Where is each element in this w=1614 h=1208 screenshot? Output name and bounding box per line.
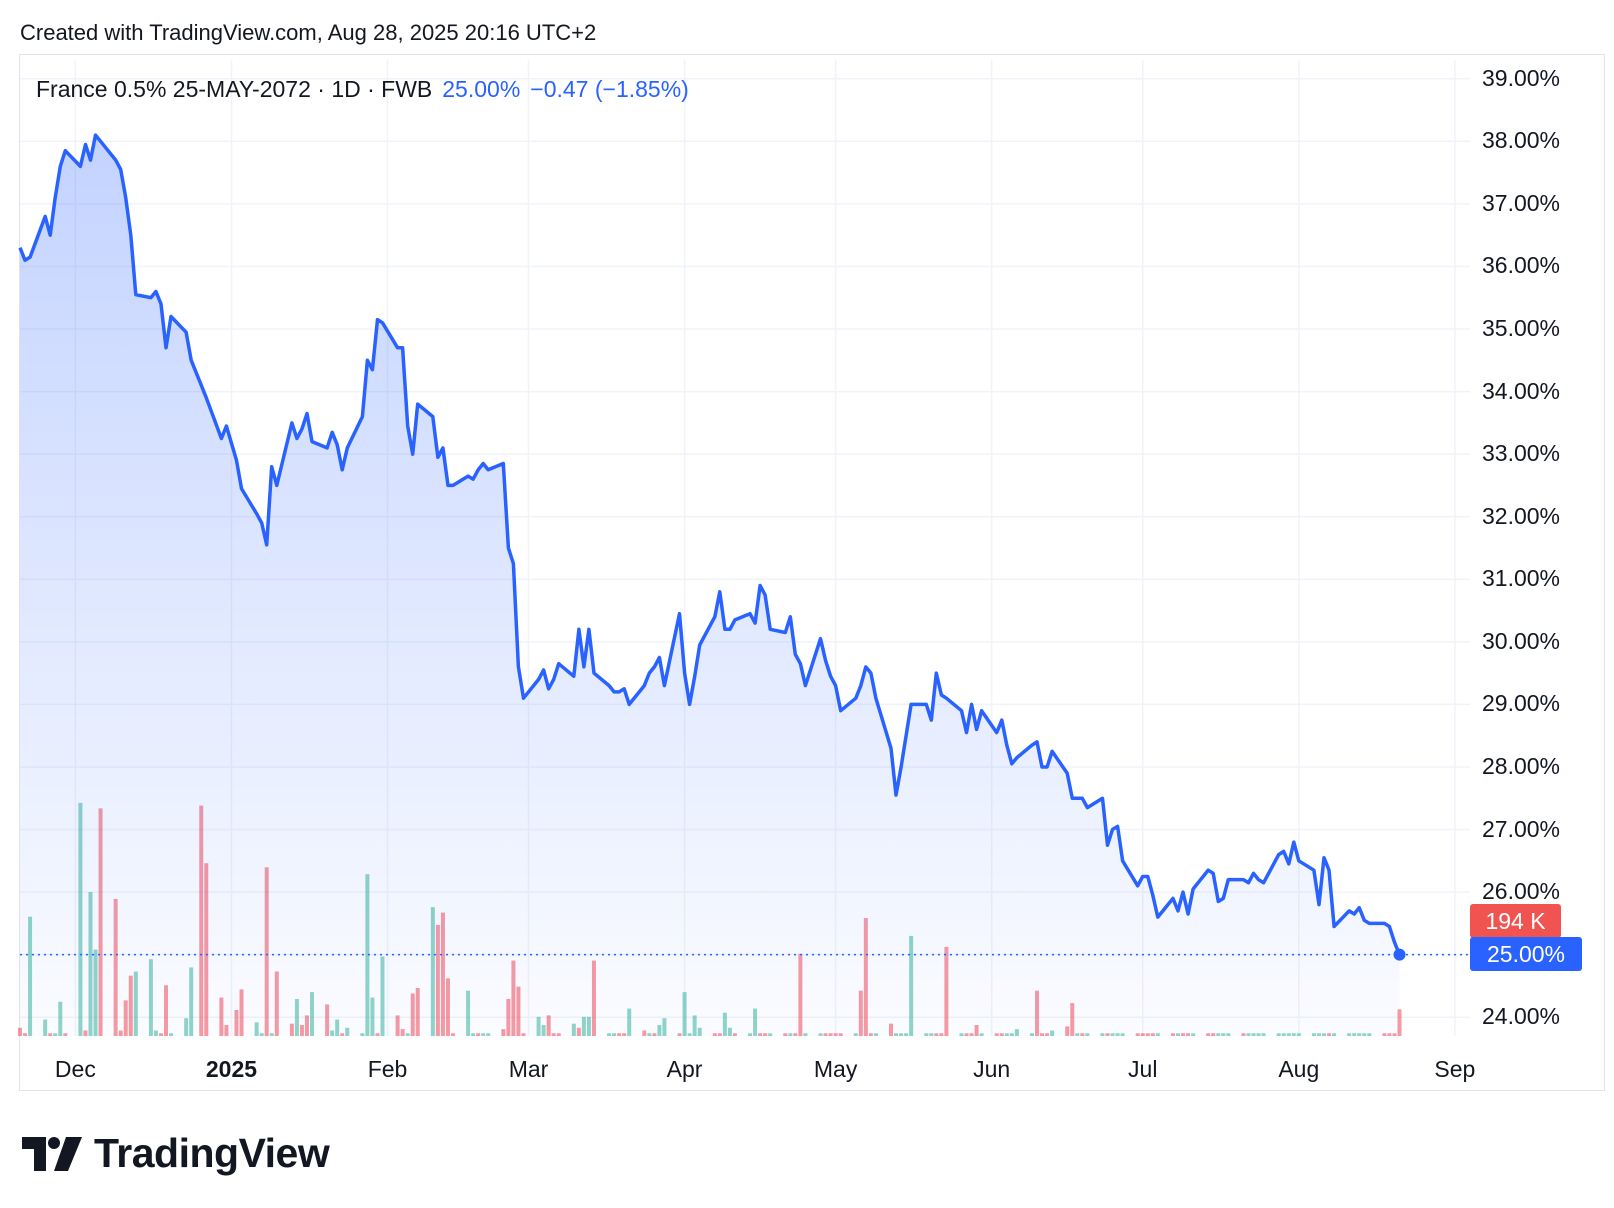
- y-tick-label: 31.00%: [1482, 565, 1561, 592]
- y-tick-label: 34.00%: [1482, 377, 1561, 404]
- price-area-fill: [20, 135, 1400, 1037]
- x-tick-label: Jun: [973, 1056, 1011, 1082]
- y-tick-label: 27.00%: [1482, 815, 1561, 842]
- legend-last-value: 25.00%: [442, 76, 521, 102]
- y-tick-label: 33.00%: [1482, 440, 1561, 467]
- last-price-dot: [1393, 948, 1406, 961]
- chart-legend[interactable]: France 0.5% 25-MAY-2072 · 1D · FWB 25.00%…: [36, 76, 689, 103]
- x-tick-label: Dec: [54, 1056, 96, 1082]
- x-tick-label: Aug: [1278, 1056, 1320, 1082]
- x-tick-label: Feb: [367, 1056, 408, 1082]
- volume-value-tag: 194 K: [1470, 904, 1561, 938]
- legend-symbol: France 0.5% 25-MAY-2072 · 1D · FWB: [36, 76, 433, 102]
- tradingview-logo[interactable]: TradingView: [22, 1130, 330, 1177]
- tradingview-logo-icon: [22, 1136, 82, 1171]
- y-tick-label: 35.00%: [1482, 315, 1561, 342]
- last-price-marker: [20, 948, 1470, 961]
- last-price-tag: 25.00%: [1470, 937, 1582, 971]
- y-tick-label: 32.00%: [1482, 502, 1561, 529]
- x-tick-label: May: [813, 1056, 858, 1082]
- volume-bar: [1397, 1009, 1402, 1036]
- x-tick-label: 2025: [205, 1056, 258, 1082]
- y-tick-label: 39.00%: [1482, 64, 1561, 91]
- tradingview-wordmark: TradingView: [94, 1130, 330, 1176]
- y-tick-label: 37.00%: [1482, 189, 1561, 216]
- price-area: [18, 133, 1402, 1037]
- y-tick-label: 29.00%: [1482, 690, 1561, 717]
- x-tick-label: Sep: [1434, 1056, 1476, 1082]
- y-tick-label: 28.00%: [1482, 752, 1561, 779]
- x-tick-label: Mar: [508, 1056, 549, 1082]
- y-tick-label: 36.00%: [1482, 252, 1561, 279]
- price-line: [18, 133, 1402, 956]
- legend-change: −0.47 (−1.85%): [530, 76, 689, 102]
- y-tick-label: 30.00%: [1482, 627, 1561, 654]
- y-tick-label: 24.00%: [1482, 1003, 1561, 1030]
- x-tick-label: Jul: [1128, 1056, 1158, 1082]
- created-with-text: Created with TradingView.com, Aug 28, 20…: [20, 20, 597, 45]
- chart-frame: [19, 54, 1605, 1091]
- y-tick-label: 26.00%: [1482, 878, 1561, 905]
- x-tick-label: Apr: [666, 1056, 703, 1082]
- y-tick-label: 38.00%: [1482, 127, 1561, 154]
